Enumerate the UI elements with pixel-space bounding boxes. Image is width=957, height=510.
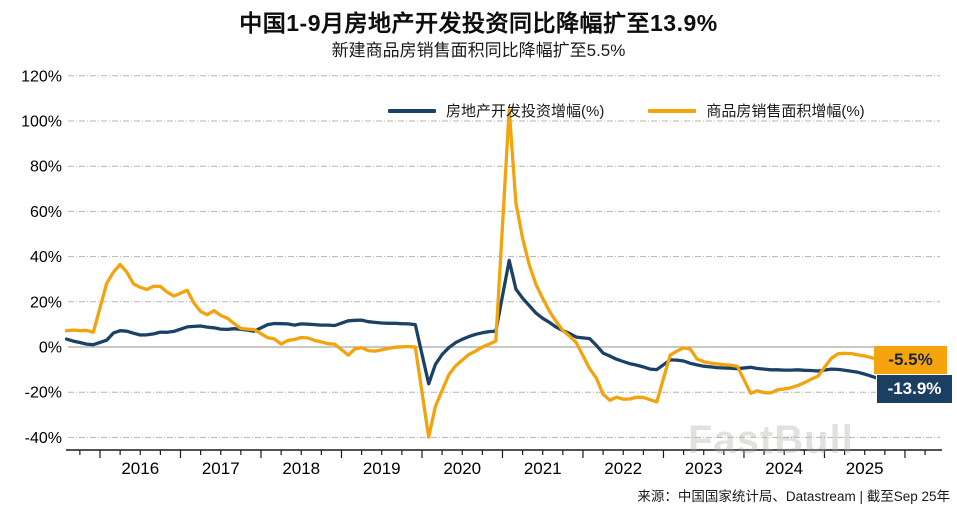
y-tick-label: -20% <box>25 385 62 402</box>
x-tick-label: 2016 <box>121 459 159 478</box>
investment-line-swatch-icon <box>388 108 436 113</box>
x-tick-label: 2020 <box>443 459 481 478</box>
chart-title: 中国1-9月房地产开发投资同比降幅扩至13.9% <box>239 10 718 36</box>
sales-end-value-badge: -5.5% <box>874 346 947 374</box>
y-tick-label: 0% <box>39 340 62 357</box>
investment-end-value-badge: -13.9% <box>876 374 953 404</box>
sales-line <box>64 108 880 439</box>
y-tick-label: 80% <box>30 159 62 176</box>
y-tick-label: 20% <box>30 294 62 311</box>
y-tick-label: -40% <box>25 430 62 447</box>
y-tick-label: 60% <box>30 204 62 221</box>
x-tick-label: 2019 <box>363 459 401 478</box>
source-note: 来源：中国国家统计局、Datastream | 截至Sep 25年 <box>637 489 950 504</box>
x-tick-label: 2021 <box>524 459 562 478</box>
x-tick-label: 2018 <box>282 459 320 478</box>
x-tick-label: 2017 <box>202 459 240 478</box>
investment-line <box>64 258 880 386</box>
x-tick-label: 2023 <box>685 459 723 478</box>
x-tick-label: 2025 <box>846 459 884 478</box>
watermark: FastBull <box>688 418 854 462</box>
x-tick-label: 2024 <box>765 459 803 478</box>
x-tick-label: 2022 <box>604 459 642 478</box>
chart-subtitle: 新建商品房销售面积同比降幅扩至5.5% <box>331 41 626 60</box>
legend: 房地产开发投资增幅(%) 商品房销售面积增幅(%) <box>388 100 865 121</box>
legend-item-investment: 房地产开发投资增幅(%) <box>388 100 604 121</box>
sales-line-swatch-icon <box>648 108 697 113</box>
legend-label-sales: 商品房销售面积增幅(%) <box>706 103 865 120</box>
y-tick-label: 120% <box>21 68 62 85</box>
y-tick-label: 100% <box>21 114 62 131</box>
legend-label-investment: 房地产开发投资增幅(%) <box>446 103 605 120</box>
legend-item-sales: 商品房销售面积增幅(%) <box>648 100 865 121</box>
y-tick-label: 40% <box>30 249 62 266</box>
